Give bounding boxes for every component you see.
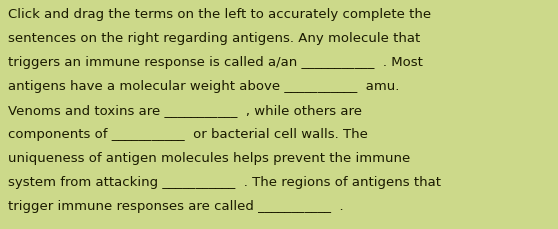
- Text: uniqueness of antigen molecules helps prevent the immune: uniqueness of antigen molecules helps pr…: [8, 151, 410, 164]
- Text: Venoms and toxins are ___________  , while others are: Venoms and toxins are ___________ , whil…: [8, 104, 362, 117]
- Text: triggers an immune response is called a/an ___________  . Most: triggers an immune response is called a/…: [8, 56, 423, 69]
- Text: Click and drag the terms on the left to accurately complete the: Click and drag the terms on the left to …: [8, 8, 431, 21]
- Text: system from attacking ___________  . The regions of antigens that: system from attacking ___________ . The …: [8, 175, 441, 188]
- Text: sentences on the right regarding antigens. Any molecule that: sentences on the right regarding antigen…: [8, 32, 420, 45]
- Text: antigens have a molecular weight above ___________  amu.: antigens have a molecular weight above _…: [8, 80, 400, 93]
- Text: trigger immune responses are called ___________  .: trigger immune responses are called ____…: [8, 199, 344, 212]
- Text: components of ___________  or bacterial cell walls. The: components of ___________ or bacterial c…: [8, 128, 368, 140]
